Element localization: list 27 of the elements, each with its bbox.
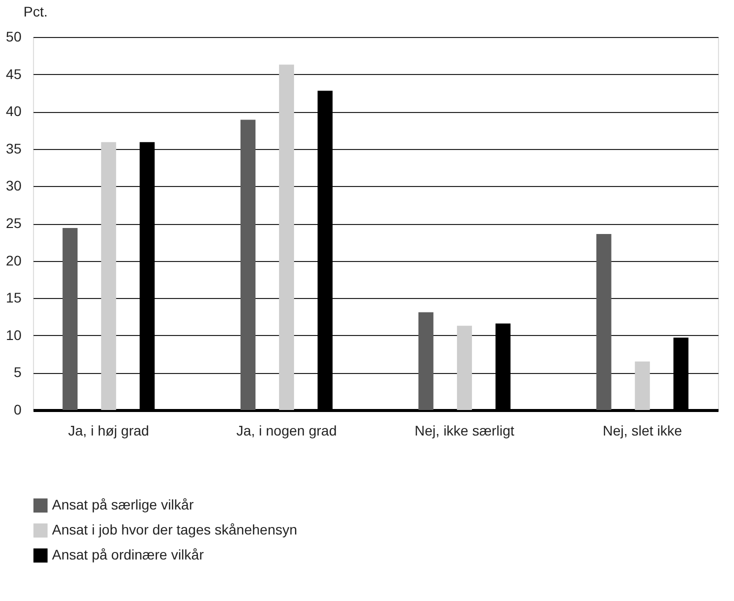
bar — [596, 234, 612, 410]
bar — [279, 64, 294, 410]
x-tick-label: Ja, i høj grad — [68, 422, 150, 438]
bar — [240, 120, 256, 410]
y-tick-label: 0 — [14, 402, 22, 418]
bar — [456, 326, 472, 410]
y-tick-label: 40 — [6, 103, 22, 120]
y-tick-label: 5 — [14, 364, 22, 380]
y-tick-label: 10 — [6, 326, 22, 343]
legend-label: Ansat på ordinære vilkår — [52, 546, 204, 562]
y-tick-label: 20 — [6, 252, 22, 268]
bar — [418, 312, 434, 410]
y-tick-label: 25 — [6, 215, 22, 231]
legend-label: Ansat på særlige vilkår — [52, 496, 194, 512]
bar — [634, 362, 650, 410]
y-tick-label: 50 — [6, 28, 22, 44]
bar — [101, 142, 116, 410]
y-tick-label: 45 — [6, 66, 22, 82]
x-tick-label: Nej, ikke særligt — [414, 422, 514, 438]
bar — [62, 228, 78, 410]
y-tick-label: 35 — [6, 140, 22, 156]
x-tick-label: Nej, slet ikke — [602, 422, 682, 438]
y-tick-label: 30 — [6, 178, 22, 194]
legend-label: Ansat i job hvor der tages skånehensyn — [52, 522, 298, 538]
y-axis-title: Pct. — [24, 4, 48, 20]
y-tick-label: 15 — [6, 290, 22, 306]
x-tick-label: Ja, i nogen grad — [236, 422, 337, 438]
